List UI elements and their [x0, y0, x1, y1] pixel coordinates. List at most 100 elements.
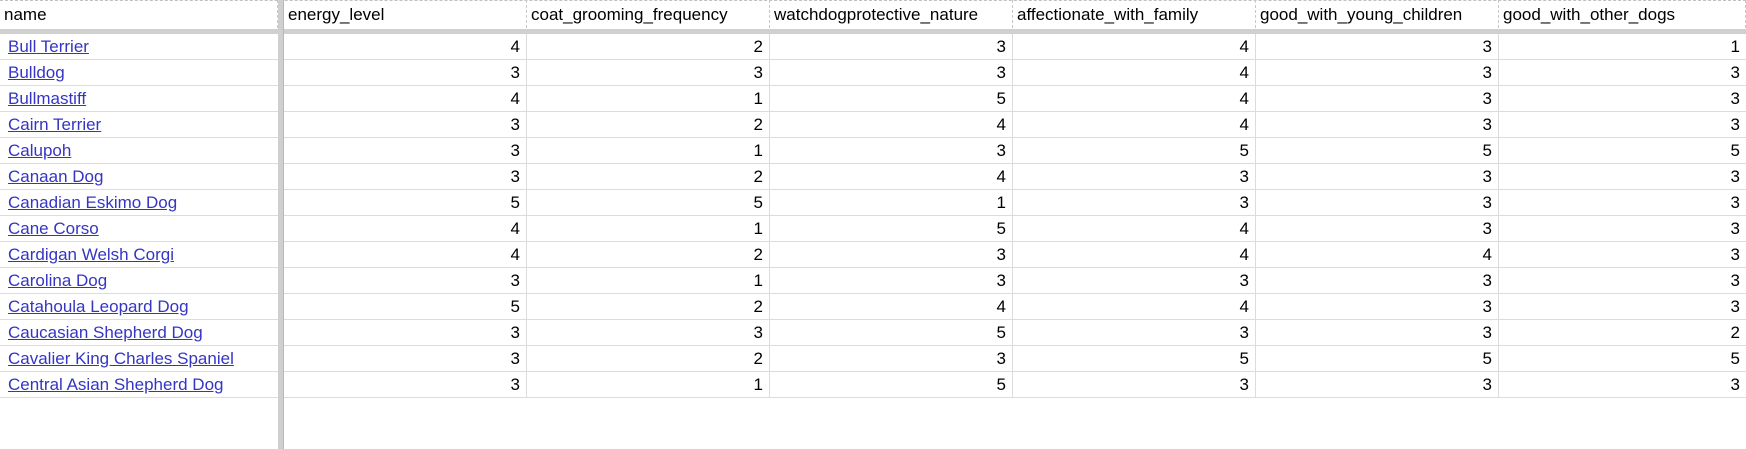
value-cell[interactable]: 4 [1013, 86, 1256, 111]
value-cell[interactable]: 4 [1013, 242, 1256, 267]
value-cell[interactable]: 4 [770, 164, 1013, 189]
value-cell[interactable]: 5 [1256, 138, 1499, 163]
value-cell[interactable]: 3 [770, 268, 1013, 293]
value-cell[interactable]: 4 [1013, 60, 1256, 85]
value-cell[interactable]: 2 [527, 346, 770, 371]
name-cell[interactable]: Canadian Eskimo Dog [0, 190, 278, 215]
value-cell[interactable]: 3 [1730, 245, 1740, 264]
value-cell[interactable]: 3 [527, 320, 770, 345]
value-cell[interactable]: 4 [1013, 34, 1256, 59]
value-cell[interactable]: 3 [1256, 372, 1499, 397]
value-cell[interactable]: 3 [284, 346, 527, 371]
column-header-watchdog-protective-nature[interactable]: watchdogprotective_nature [770, 0, 1013, 28]
value-cell[interactable]: 5 [1730, 349, 1740, 368]
value-cell[interactable]: 4 [1013, 216, 1256, 241]
name-cell[interactable]: Caucasian Shepherd Dog [0, 320, 278, 345]
name-cell[interactable]: Canaan Dog [0, 164, 278, 189]
value-cell[interactable]: 3 [1013, 320, 1256, 345]
value-cell[interactable]: 5 [770, 216, 1013, 241]
value-cell[interactable]: 5 [284, 190, 527, 215]
value-cell[interactable]: 3 [284, 138, 527, 163]
value-cell[interactable]: 4 [284, 216, 527, 241]
value-cell[interactable]: 1 [527, 268, 770, 293]
value-cell[interactable]: 1 [527, 138, 770, 163]
value-cell[interactable]: 4 [1013, 112, 1256, 137]
breed-link[interactable]: Cardigan Welsh Corgi [8, 245, 174, 264]
value-cell[interactable]: 3 [1730, 193, 1740, 212]
column-header-good-with-young-children[interactable]: good_with_young_children [1256, 0, 1499, 28]
name-cell[interactable]: Cardigan Welsh Corgi [0, 242, 278, 267]
value-cell[interactable]: 3 [1256, 60, 1499, 85]
value-cell[interactable]: 3 [284, 164, 527, 189]
value-cell[interactable]: 3 [1013, 190, 1256, 215]
breed-link[interactable]: Calupoh [8, 141, 72, 160]
value-cell[interactable]: 4 [284, 86, 527, 111]
value-cell[interactable]: 1 [527, 372, 770, 397]
value-cell[interactable]: 3 [527, 60, 770, 85]
value-cell[interactable]: 3 [284, 268, 527, 293]
name-cell[interactable]: Carolina Dog [0, 268, 278, 293]
value-cell[interactable]: 1 [770, 190, 1013, 215]
breed-link[interactable]: Cane Corso [8, 219, 99, 238]
value-cell[interactable]: 2 [1730, 323, 1740, 342]
breed-link[interactable]: Caucasian Shepherd Dog [8, 323, 203, 342]
value-cell[interactable]: 3 [1730, 167, 1740, 186]
value-cell[interactable]: 5 [1256, 346, 1499, 371]
name-cell[interactable]: Bulldog [0, 60, 278, 85]
value-cell[interactable]: 3 [1730, 297, 1740, 316]
value-cell[interactable]: 3 [1256, 216, 1499, 241]
value-cell[interactable]: 5 [770, 86, 1013, 111]
value-cell[interactable]: 5 [770, 320, 1013, 345]
breed-link[interactable]: Bull Terrier [8, 37, 89, 56]
value-cell[interactable]: 3 [770, 346, 1013, 371]
value-cell[interactable]: 1 [1730, 37, 1740, 56]
breed-link[interactable]: Cairn Terrier [8, 115, 102, 134]
name-cell[interactable]: Cavalier King Charles Spaniel [0, 346, 278, 371]
name-cell[interactable]: Bull Terrier [0, 34, 278, 59]
name-cell[interactable]: Calupoh [0, 138, 278, 163]
value-cell[interactable]: 3 [1256, 164, 1499, 189]
column-header-good-with-other-dogs[interactable]: good_with_other_dogs [1499, 0, 1746, 28]
breed-link[interactable]: Cavalier King Charles Spaniel [8, 349, 234, 368]
value-cell[interactable]: 5 [770, 372, 1013, 397]
value-cell[interactable]: 3 [1730, 375, 1740, 394]
value-cell[interactable]: 5 [1013, 138, 1256, 163]
value-cell[interactable]: 3 [1730, 89, 1740, 108]
column-header-name[interactable]: name [0, 0, 278, 28]
value-cell[interactable]: 2 [527, 112, 770, 137]
value-cell[interactable]: 1 [527, 86, 770, 111]
name-cell[interactable]: Cane Corso [0, 216, 278, 241]
value-cell[interactable]: 5 [1730, 141, 1740, 160]
breed-link[interactable]: Bullmastiff [8, 89, 87, 108]
column-header-affectionate-with-family[interactable]: affectionate_with_family [1013, 0, 1256, 28]
value-cell[interactable]: 3 [1013, 164, 1256, 189]
value-cell[interactable]: 3 [770, 138, 1013, 163]
breed-link[interactable]: Central Asian Shepherd Dog [8, 375, 224, 394]
column-header-coat-grooming-frequency[interactable]: coat_grooming_frequency [527, 0, 770, 28]
value-cell[interactable]: 3 [284, 60, 527, 85]
value-cell[interactable]: 3 [1730, 219, 1740, 238]
name-cell[interactable]: Central Asian Shepherd Dog [0, 372, 278, 397]
value-cell[interactable]: 3 [1256, 294, 1499, 319]
value-cell[interactable]: 5 [527, 190, 770, 215]
value-cell[interactable]: 4 [770, 112, 1013, 137]
value-cell[interactable]: 3 [1730, 271, 1740, 290]
breed-link[interactable]: Canaan Dog [8, 167, 104, 186]
breed-link[interactable]: Bulldog [8, 63, 65, 82]
value-cell[interactable]: 3 [1256, 86, 1499, 111]
value-cell[interactable]: 2 [527, 164, 770, 189]
value-cell[interactable]: 3 [1256, 190, 1499, 215]
column-header-energy-level[interactable]: energy_level [284, 0, 527, 28]
value-cell[interactable]: 5 [1013, 346, 1256, 371]
value-cell[interactable]: 1 [527, 216, 770, 241]
value-cell[interactable]: 3 [284, 320, 527, 345]
breed-link[interactable]: Canadian Eskimo Dog [8, 193, 178, 212]
value-cell[interactable]: 4 [284, 34, 527, 59]
value-cell[interactable]: 3 [1256, 320, 1499, 345]
name-cell[interactable]: Bullmastiff [0, 86, 278, 111]
value-cell[interactable]: 3 [770, 242, 1013, 267]
value-cell[interactable]: 3 [284, 372, 527, 397]
value-cell[interactable]: 3 [770, 34, 1013, 59]
breed-link[interactable]: Catahoula Leopard Dog [8, 297, 189, 316]
value-cell[interactable]: 5 [284, 294, 527, 319]
